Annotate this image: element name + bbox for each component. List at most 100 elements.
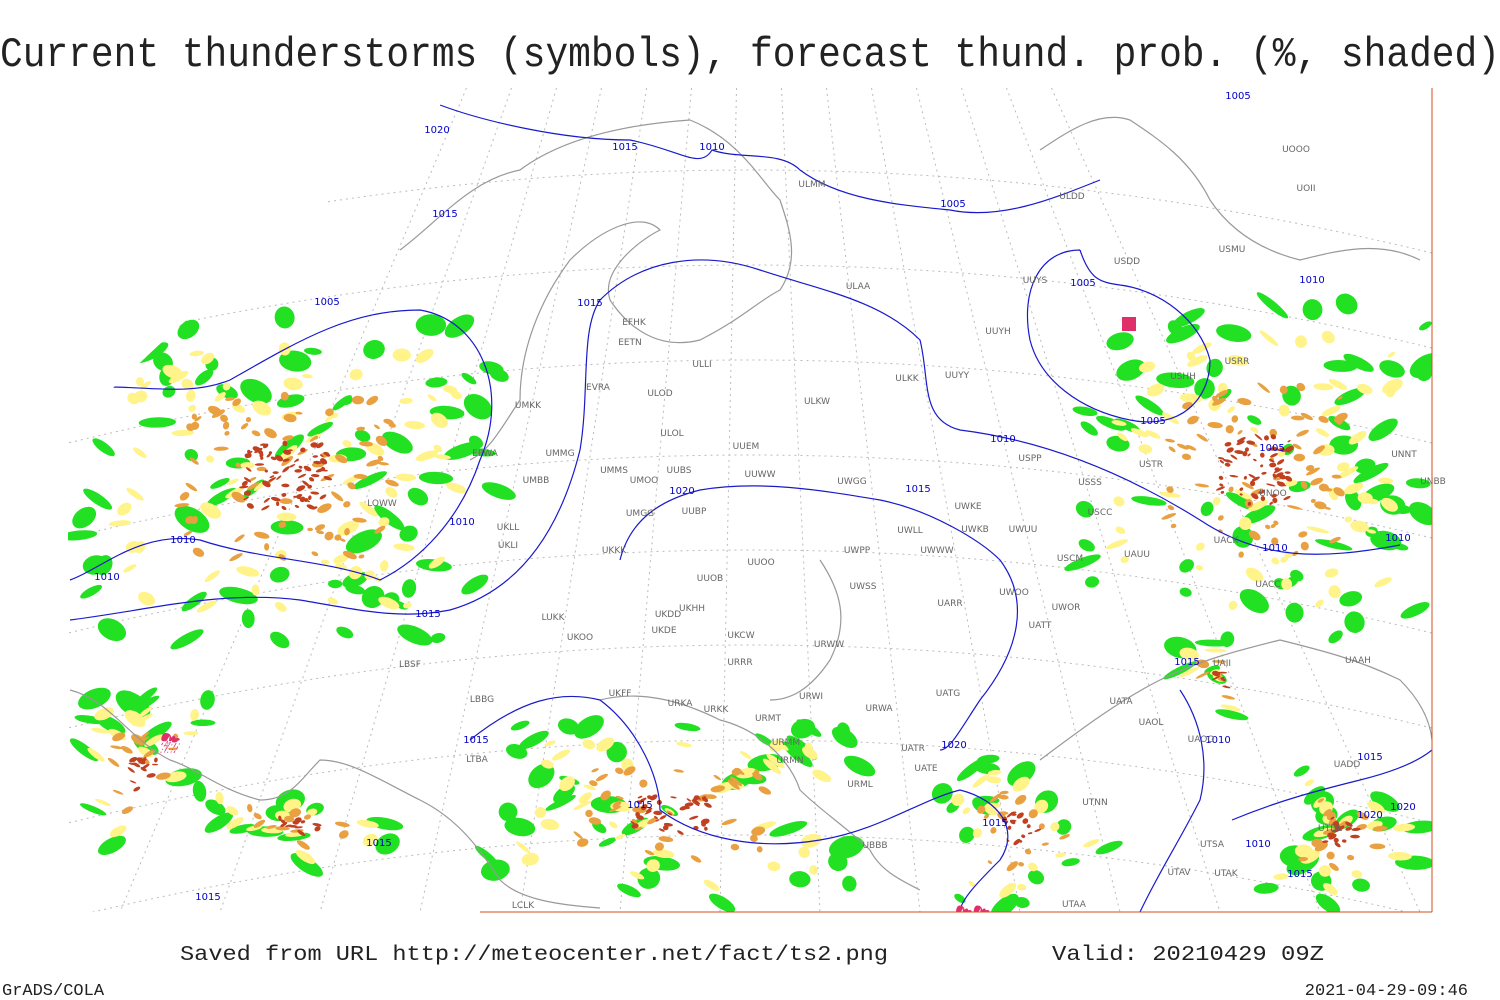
- shade: [1329, 536, 1341, 544]
- shade: [667, 812, 673, 816]
- shade: [1022, 818, 1029, 824]
- shade: [1007, 825, 1012, 830]
- shade: [195, 369, 214, 386]
- shade: [299, 496, 306, 503]
- shade: [307, 421, 334, 437]
- shade: [317, 503, 332, 513]
- shade: [1405, 478, 1431, 489]
- isobar-label: 1015: [432, 209, 457, 220]
- shade: [133, 786, 141, 792]
- shade: [245, 416, 252, 423]
- shade: [276, 512, 297, 522]
- timestamp: 2021-04-29-09:46: [1305, 982, 1468, 1000]
- station-label: UATR: [901, 744, 925, 754]
- shade: [136, 757, 146, 765]
- shade: [1292, 443, 1302, 450]
- shade: [264, 428, 277, 439]
- shade: [1313, 383, 1334, 391]
- shade: [1271, 537, 1279, 546]
- shade: [231, 491, 246, 503]
- shade: [1206, 358, 1223, 378]
- shade: [756, 846, 763, 853]
- station-label: UNOO: [1259, 489, 1287, 499]
- shade: [135, 736, 150, 745]
- shade: [989, 793, 1002, 803]
- shade: [307, 527, 313, 532]
- shade: [1393, 823, 1416, 832]
- shade: [290, 853, 323, 877]
- shade: [189, 350, 205, 357]
- shade: [213, 446, 229, 451]
- shade: [294, 826, 303, 829]
- shade: [110, 745, 123, 750]
- shade: [192, 547, 205, 557]
- meridian: [826, 88, 921, 912]
- station-label: UUBP: [682, 507, 707, 517]
- shade: [1326, 851, 1335, 860]
- shade: [320, 559, 330, 565]
- meridian: [219, 88, 512, 912]
- shade: [662, 824, 669, 831]
- shade: [1248, 530, 1261, 541]
- shade: [1366, 529, 1377, 534]
- shade: [976, 805, 986, 814]
- shade: [1200, 501, 1214, 517]
- shade: [222, 382, 231, 391]
- shade: [510, 720, 530, 731]
- station-label: UNBB: [1420, 477, 1446, 487]
- station-label: UKOO: [567, 633, 593, 643]
- shade: [98, 835, 126, 856]
- shade: [1293, 765, 1310, 777]
- shade: [428, 556, 445, 569]
- shade: [1270, 434, 1277, 440]
- shade: [1230, 454, 1238, 460]
- shade: [253, 813, 262, 820]
- shade: [559, 776, 575, 792]
- station-label: UATG: [936, 689, 961, 699]
- shade: [1285, 475, 1293, 482]
- station-label: UWPP: [844, 546, 871, 556]
- station-label: USCC: [1088, 508, 1113, 518]
- shade: [1241, 481, 1254, 490]
- shade: [1165, 438, 1175, 443]
- shade: [1130, 428, 1149, 438]
- shade: [1243, 475, 1248, 480]
- station-label: UUYS: [1023, 276, 1048, 286]
- shade: [1269, 462, 1277, 468]
- shade: [189, 457, 199, 465]
- shade: [201, 352, 215, 365]
- shade: [179, 491, 190, 501]
- shade: [1010, 819, 1017, 822]
- shade: [243, 477, 252, 483]
- isobar-label: 1010: [1205, 735, 1230, 746]
- shade: [552, 749, 571, 761]
- shade: [1211, 660, 1227, 663]
- shade: [1272, 473, 1277, 479]
- isobar-label: 1010: [1299, 275, 1324, 286]
- shade: [461, 574, 489, 595]
- shade: [345, 529, 382, 554]
- isobar-label: 1010: [449, 517, 474, 528]
- shade: [1170, 523, 1177, 529]
- shade: [310, 442, 318, 448]
- shade: [314, 826, 321, 832]
- shade: [335, 454, 348, 464]
- shade: [280, 391, 289, 401]
- shade: [1239, 588, 1269, 614]
- shade: [1181, 453, 1192, 460]
- shade: [1324, 487, 1333, 492]
- station-label: USTR: [1139, 460, 1163, 470]
- shade: [1215, 389, 1229, 398]
- station-label: USPP: [1018, 454, 1042, 464]
- shade: [740, 751, 752, 759]
- shade: [1080, 421, 1098, 436]
- shade: [654, 842, 664, 851]
- shade: [385, 487, 398, 498]
- shade: [252, 400, 272, 416]
- shade: [1314, 841, 1328, 852]
- shade: [631, 818, 638, 824]
- shade: [1379, 360, 1405, 378]
- shade: [415, 348, 434, 363]
- shade: [256, 466, 267, 472]
- shade: [126, 487, 144, 501]
